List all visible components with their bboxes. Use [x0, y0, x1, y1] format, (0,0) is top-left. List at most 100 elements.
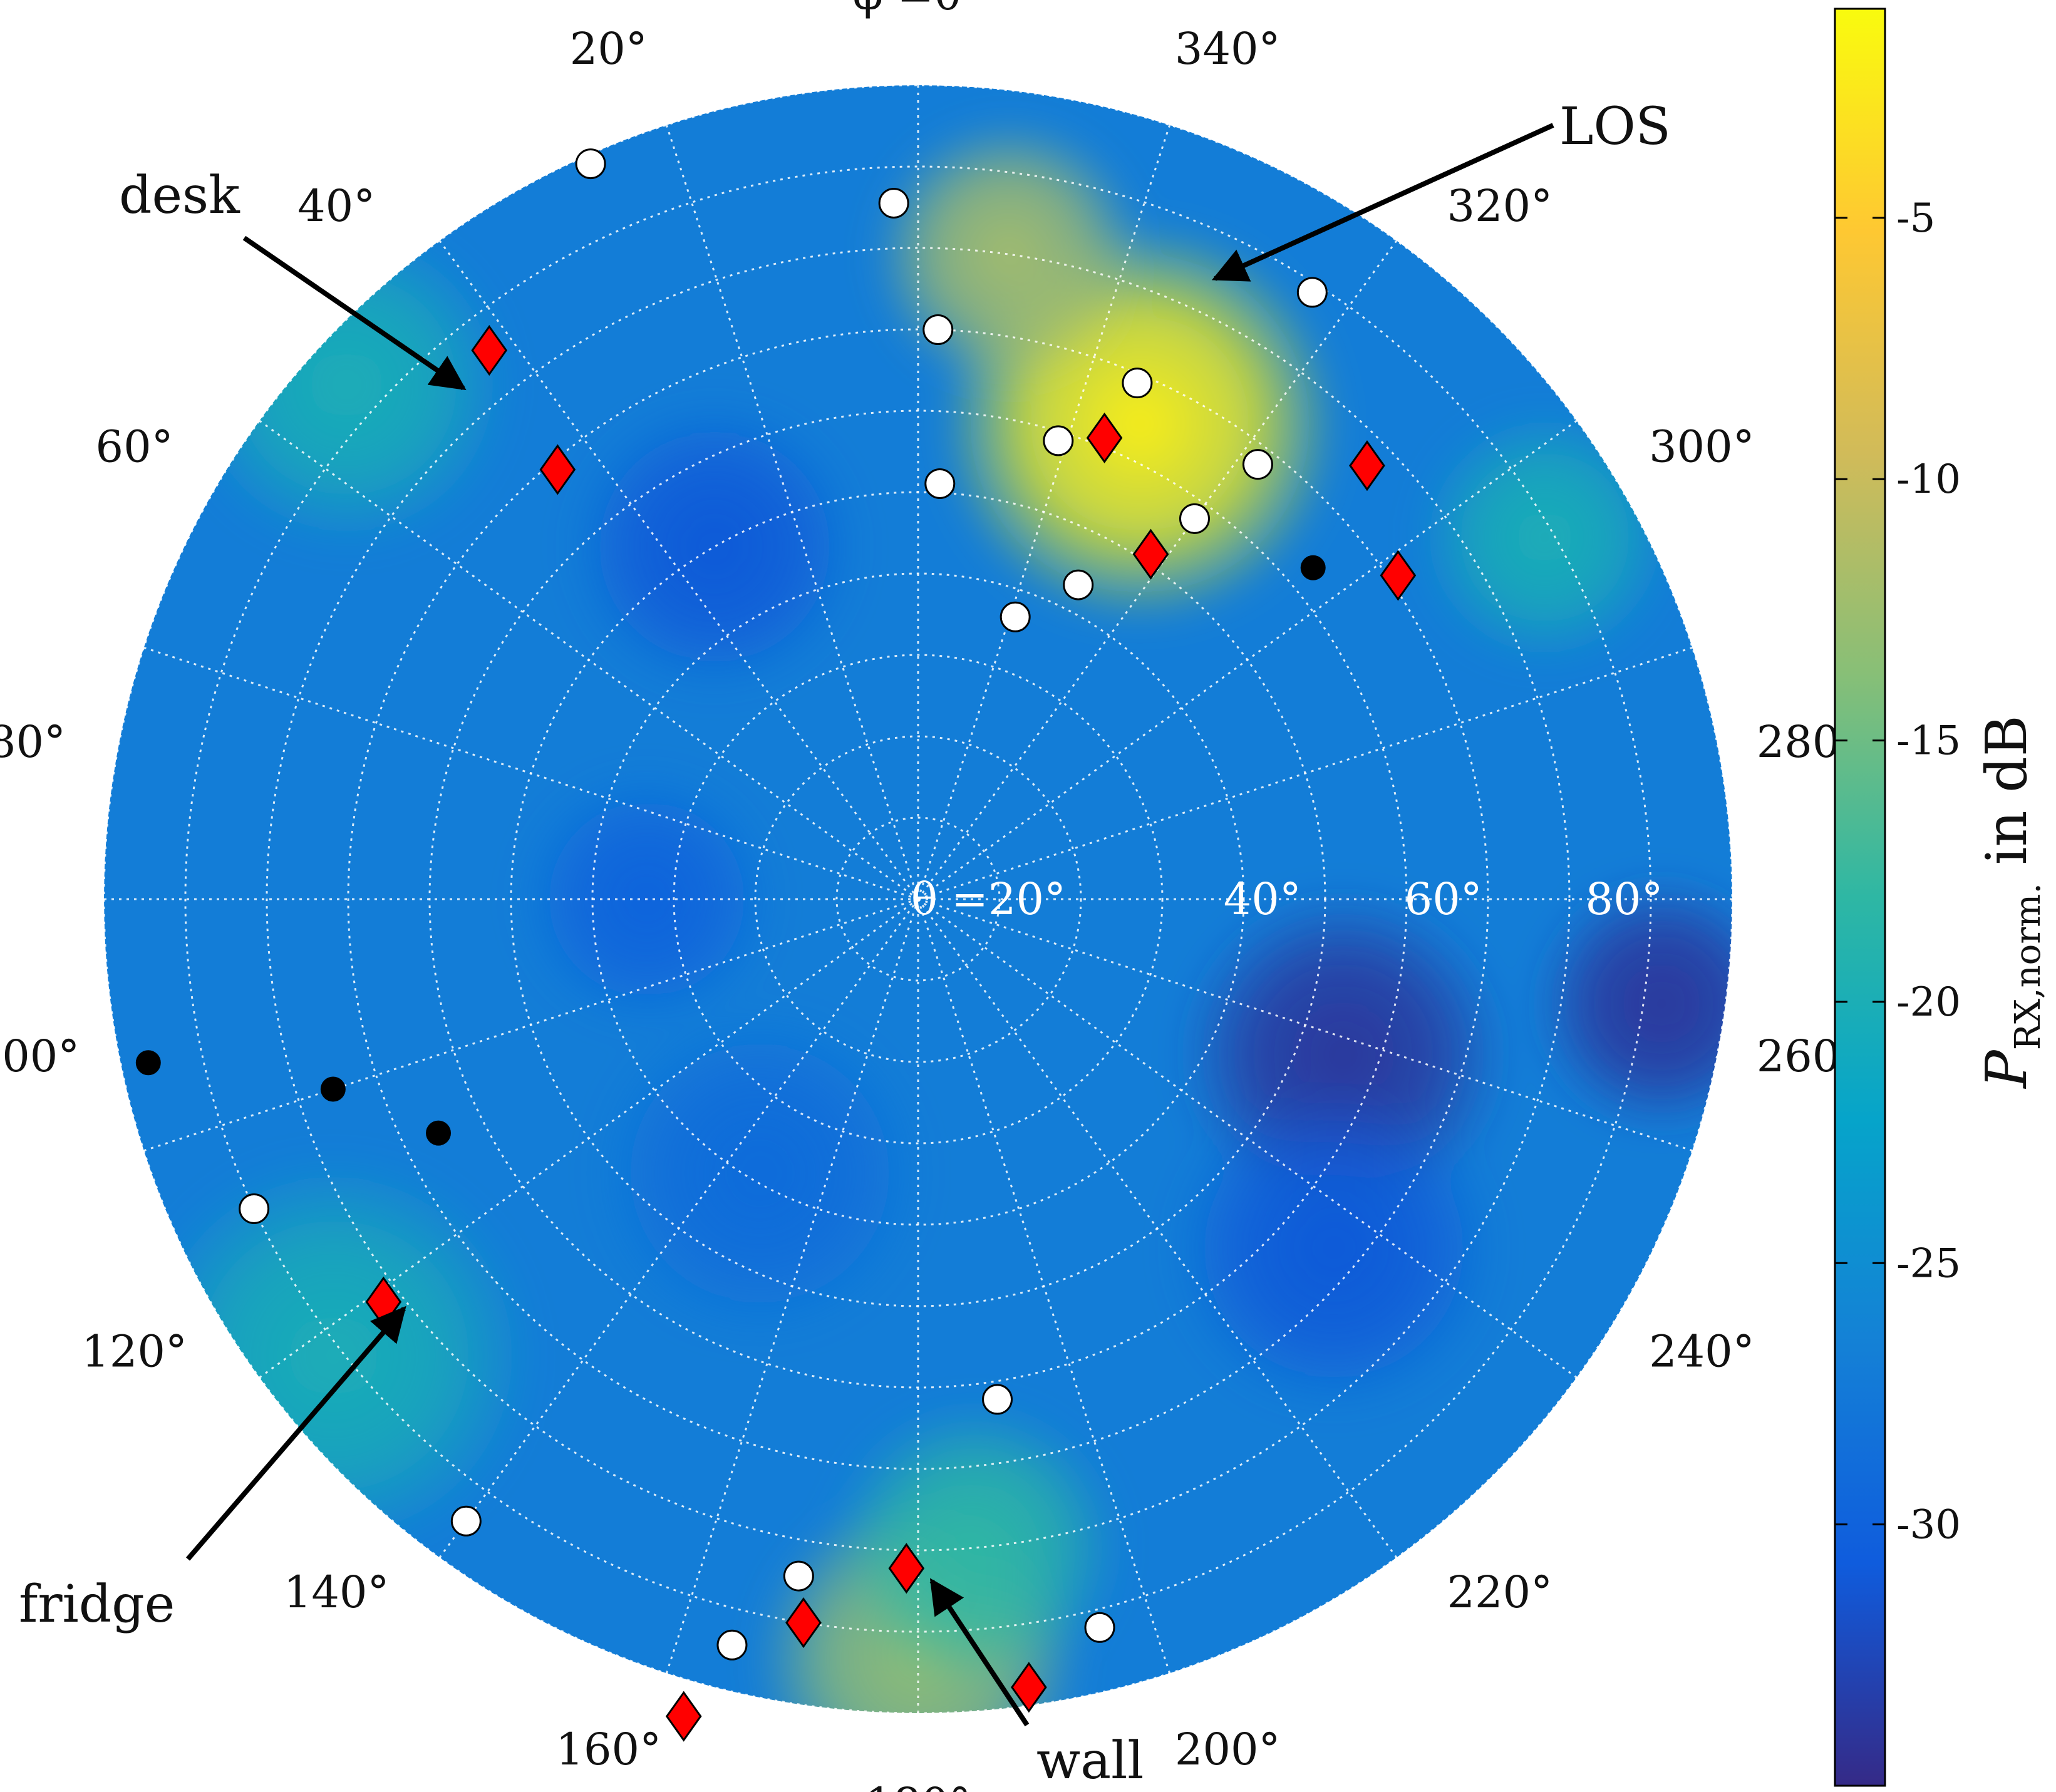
- phi-tick-label: 160°: [555, 1724, 661, 1775]
- phi-tick-label: 320°: [1447, 180, 1553, 232]
- white-circle-marker: [982, 1384, 1013, 1415]
- colorbar-tick-label: -20: [1896, 979, 1961, 1026]
- annotation-wall: wall: [1036, 1731, 1144, 1791]
- phi-tick-label: 200°: [1175, 1724, 1281, 1775]
- white-circle-marker: [450, 1505, 482, 1537]
- white-circle-marker: [1000, 601, 1031, 632]
- phi-grid-spoke: [917, 899, 1176, 1689]
- phi-grid-spoke: [660, 899, 919, 1689]
- theta-tick-label: 80°: [1586, 873, 1663, 925]
- phi-tick-label: 80°: [0, 716, 66, 768]
- colorbar-tick-label: -10: [1896, 456, 1961, 503]
- phi-grid-spoke: [128, 641, 919, 900]
- annotation-los: LOS: [1559, 97, 1671, 157]
- red-diamond-marker: [539, 444, 576, 495]
- red-diamond-marker: [888, 1543, 925, 1594]
- white-circle-marker: [924, 468, 956, 499]
- white-circle-marker: [1063, 569, 1094, 600]
- theta-tick-label: 60°: [1405, 873, 1482, 925]
- annotation-desk-arrow: [242, 235, 467, 391]
- phi-grid-spoke: [917, 109, 1176, 900]
- red-diamond-marker: [785, 1597, 822, 1649]
- annotations: LOS desk fridge wall: [19, 97, 1671, 1791]
- phi-tick-label: 240°: [1649, 1326, 1755, 1377]
- red-diamond-marker: [1380, 550, 1417, 601]
- colorbar-label-main: P: [1974, 1049, 2040, 1089]
- heat-blob: [830, 1403, 1120, 1693]
- colorbar-tick-label: -5: [1896, 195, 1935, 242]
- red-diamond-marker: [1011, 1662, 1047, 1713]
- theta-tick-labels: θ =20° 40° 60° 80°: [911, 873, 1663, 925]
- phi-tick-label: 220°: [1447, 1567, 1553, 1618]
- black-dot-marker: [135, 1050, 161, 1076]
- colorbar-ticks: -5 -10 -15 -20 -25 -30: [1835, 195, 1961, 1548]
- red-diamond-marker: [1132, 528, 1169, 580]
- colorbar-tick-label: -25: [1896, 1240, 1961, 1287]
- red-diamond-marker: [665, 1691, 702, 1742]
- white-circle-marker: [1084, 1612, 1115, 1643]
- phi-tick-label: 20°: [570, 23, 648, 75]
- phi-tick-label: 300°: [1649, 421, 1755, 473]
- white-circle-marker: [239, 1193, 270, 1224]
- theta-grid-ring: [835, 816, 1001, 982]
- polar-grid: [88, 69, 1749, 1729]
- heat-blob: [597, 1010, 923, 1336]
- phi-grid-spoke: [917, 899, 1407, 1572]
- white-circle-marker: [1242, 449, 1273, 480]
- heat-blob: [569, 401, 860, 692]
- colorbar-label-sub: RX,norm.: [2008, 883, 2048, 1050]
- theta-grid-ring: [347, 328, 1489, 1470]
- white-circle-marker: [1296, 277, 1328, 308]
- white-circle-marker: [878, 187, 909, 219]
- phi-grid-spoke: [917, 898, 1708, 1157]
- phi-tick-labels: φ =0° 20° 40° 60° 80° 100° 120° 140° 160° 180° 200…: [0, 0, 1862, 1792]
- heat-blob: [1170, 1085, 1497, 1411]
- black-dot-marker: [320, 1076, 346, 1102]
- phi-grid-spoke: [917, 410, 1591, 900]
- black-dot-marker: [426, 1120, 452, 1146]
- red-diamond-marker: [1349, 440, 1385, 492]
- phi-grid-spoke: [660, 109, 919, 900]
- phi-grid-spoke: [245, 898, 919, 1388]
- white-circle-marker: [783, 1560, 814, 1592]
- white-circle-marker: [716, 1629, 748, 1661]
- annotation-los-arrow: [1211, 123, 1554, 282]
- white-circle-marker: [1122, 368, 1153, 399]
- black-dot-marker: [1300, 555, 1326, 580]
- polar-heatmap-field: [104, 85, 1732, 1713]
- white-circle-marker: [1043, 425, 1074, 456]
- annotation-wall-arrow: [929, 1578, 1030, 1727]
- heat-blob: [134, 1156, 533, 1555]
- theta-tick-label: 40°: [1224, 873, 1301, 925]
- measurement-markers: [135, 148, 1417, 1742]
- white-circle-marker: [922, 314, 954, 346]
- white-circle-marker: [1179, 503, 1210, 534]
- phi-tick-label: 340°: [1175, 23, 1281, 75]
- annotation-desk: desk: [119, 166, 240, 225]
- theta-grid-ring: [184, 165, 1652, 1633]
- theta-grid-ring: [266, 247, 1571, 1552]
- white-circle-marker: [575, 148, 606, 180]
- phi-grid-spoke: [128, 898, 919, 1157]
- annotation-fridge-arrow: [185, 1305, 406, 1561]
- red-diamond-marker: [1086, 412, 1123, 463]
- annotation-fridge: fridge: [19, 1575, 175, 1634]
- heat-blob: [1418, 411, 1671, 664]
- phi-grid-spoke: [429, 227, 919, 900]
- phi-tick-label: 40°: [297, 180, 375, 232]
- colorbar-tick-label: -30: [1896, 1502, 1961, 1548]
- colorbar-label-rest: in dB: [1974, 715, 2040, 883]
- colorbar-gradient: [1834, 8, 1886, 1787]
- phi-tick-label: φ =0°: [852, 0, 983, 20]
- phi-grid-spoke: [429, 899, 919, 1572]
- phi-tick-label: 180°: [865, 1778, 971, 1792]
- phi-grid-spoke: [917, 641, 1708, 900]
- theta-grid-ring: [754, 735, 1082, 1063]
- phi-grid-spoke: [245, 410, 919, 900]
- phi-tick-label: 140°: [284, 1567, 390, 1618]
- phi-tick-label: 100°: [0, 1031, 80, 1082]
- phi-tick-label: 120°: [81, 1326, 187, 1377]
- theta-tick-label: θ =20°: [911, 873, 1066, 925]
- colorbar-label: PRX,norm. in dB: [1974, 715, 2048, 1089]
